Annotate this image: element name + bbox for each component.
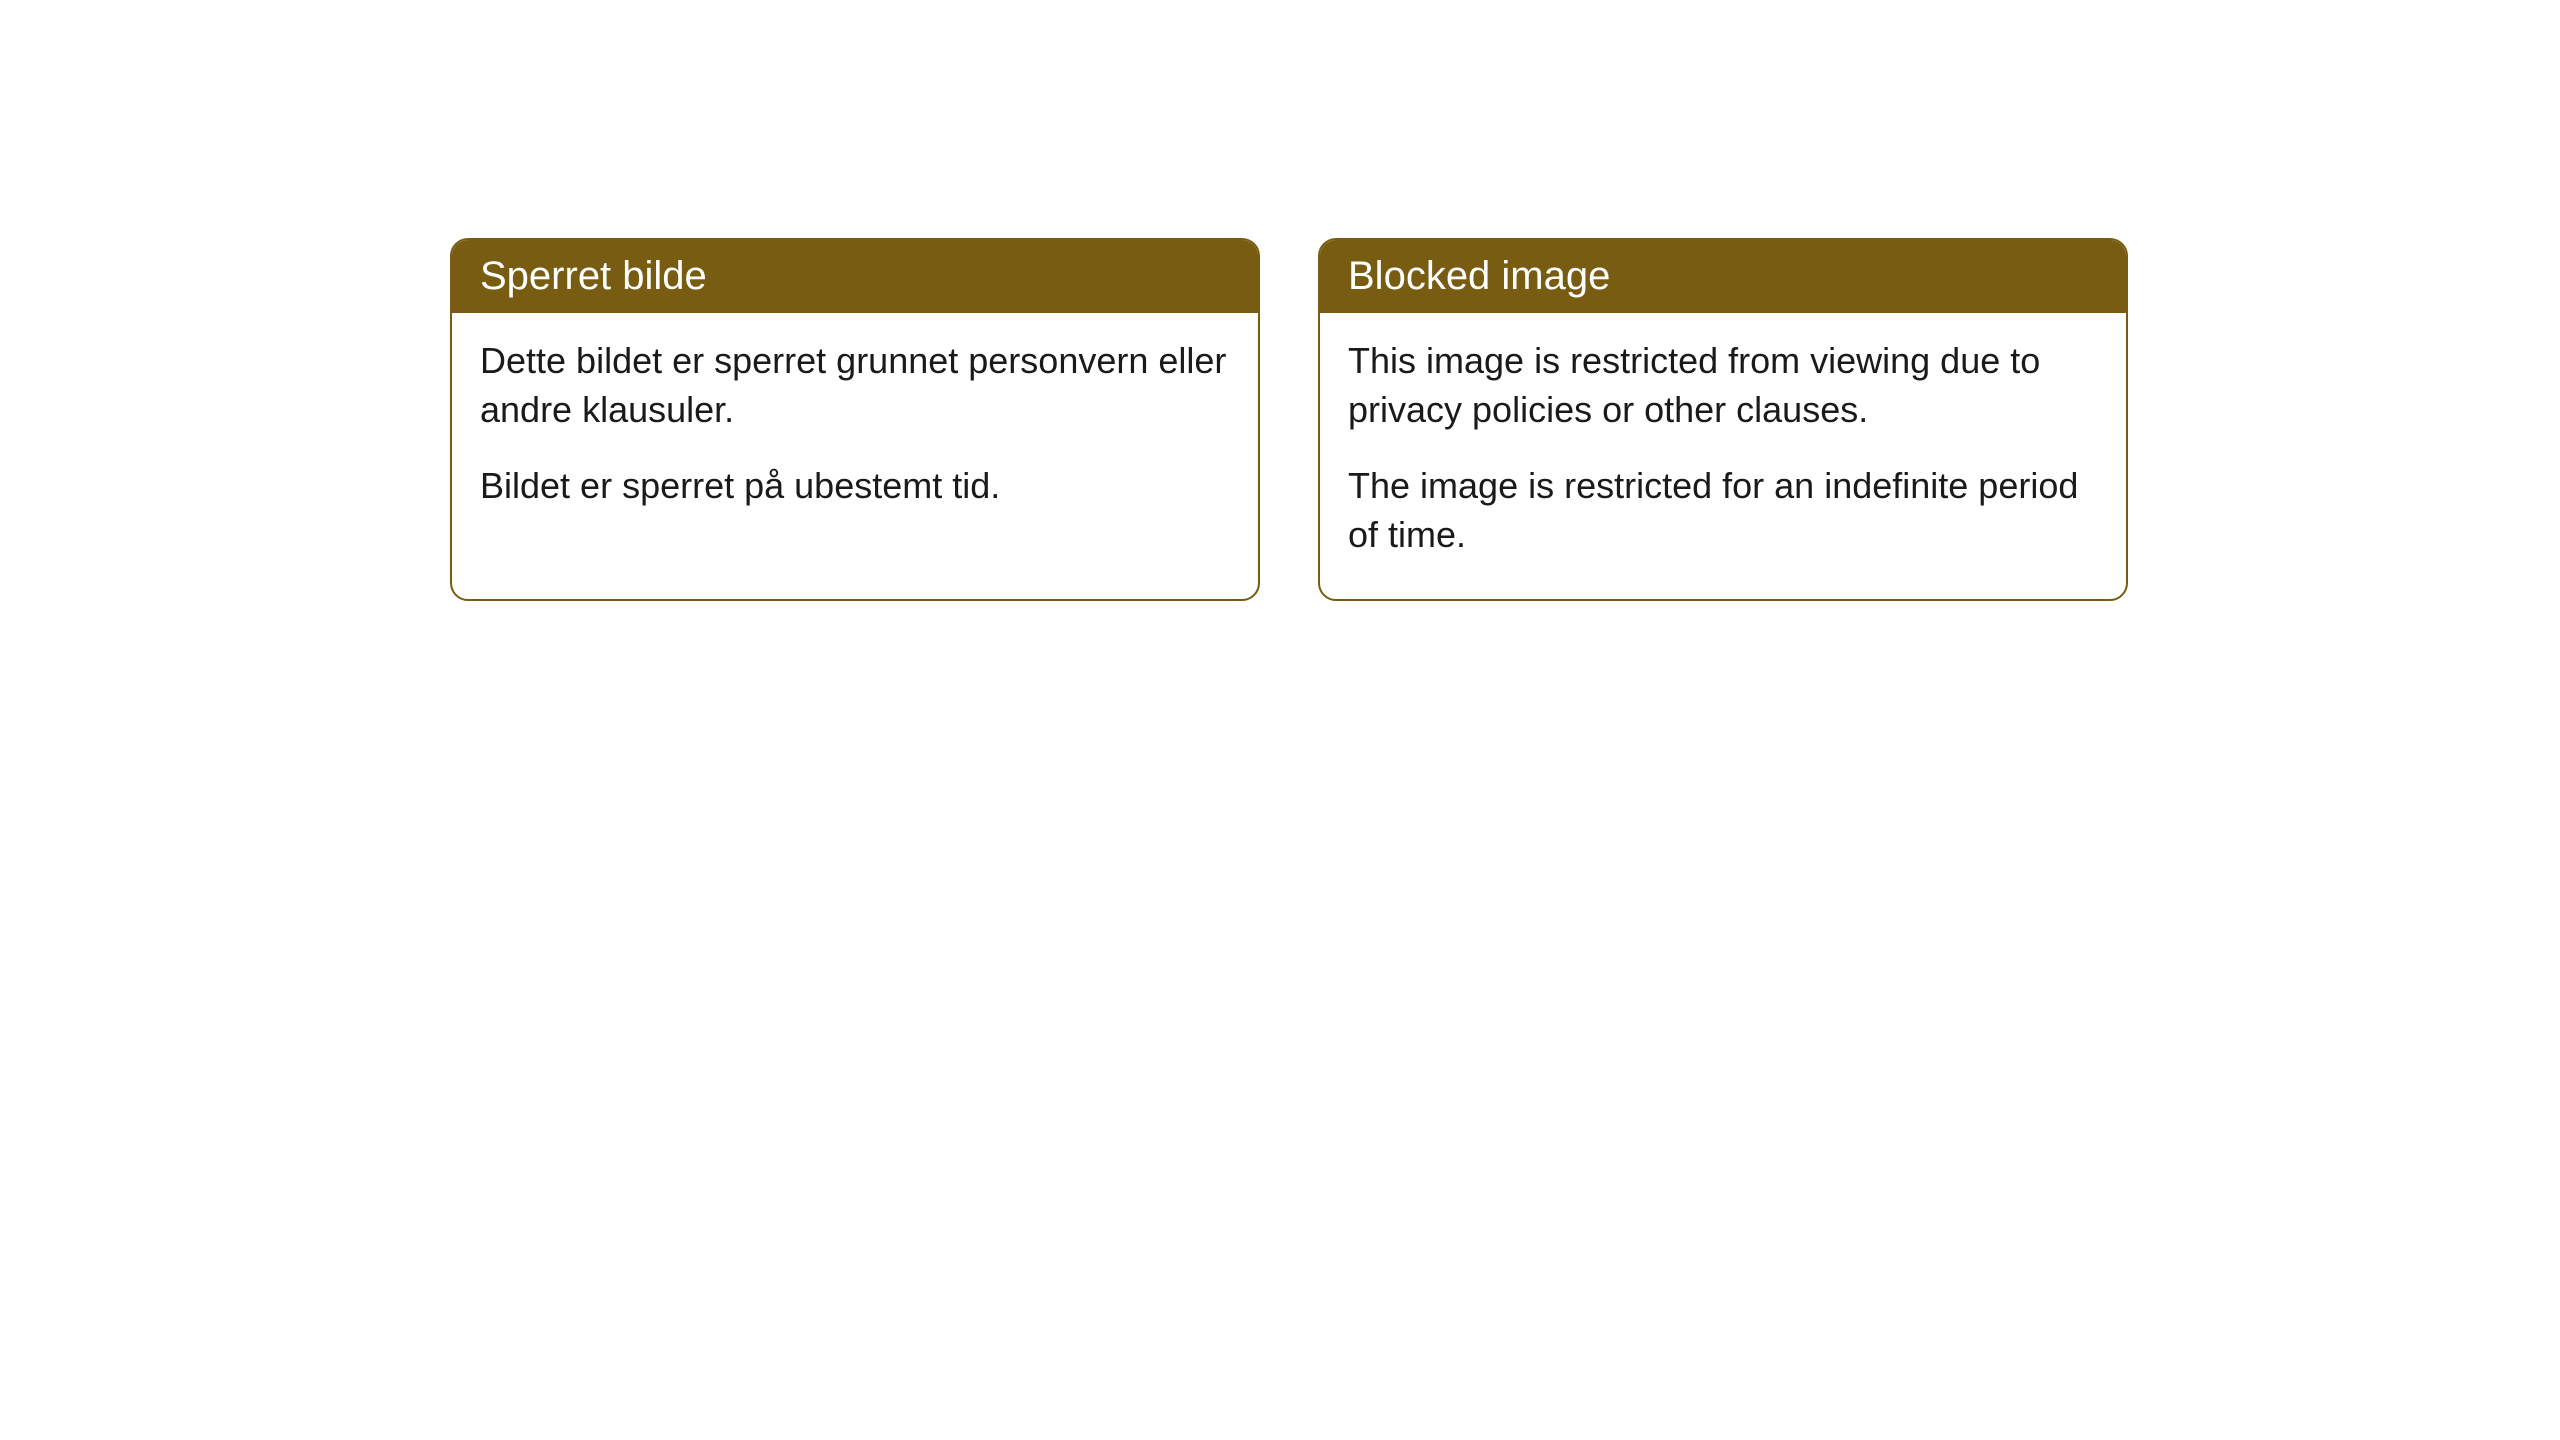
notice-card-norwegian: Sperret bilde Dette bildet er sperret gr… xyxy=(450,238,1260,601)
notice-card-english: Blocked image This image is restricted f… xyxy=(1318,238,2128,601)
card-header-english: Blocked image xyxy=(1320,240,2126,313)
card-body-norwegian: Dette bildet er sperret grunnet personve… xyxy=(452,313,1258,551)
card-paragraph: Dette bildet er sperret grunnet personve… xyxy=(480,337,1230,434)
notice-cards-container: Sperret bilde Dette bildet er sperret gr… xyxy=(450,238,2128,601)
card-paragraph: The image is restricted for an indefinit… xyxy=(1348,462,2098,559)
card-header-norwegian: Sperret bilde xyxy=(452,240,1258,313)
card-body-english: This image is restricted from viewing du… xyxy=(1320,313,2126,599)
card-paragraph: Bildet er sperret på ubestemt tid. xyxy=(480,462,1230,511)
card-title: Sperret bilde xyxy=(480,254,707,298)
card-paragraph: This image is restricted from viewing du… xyxy=(1348,337,2098,434)
card-title: Blocked image xyxy=(1348,254,1610,298)
